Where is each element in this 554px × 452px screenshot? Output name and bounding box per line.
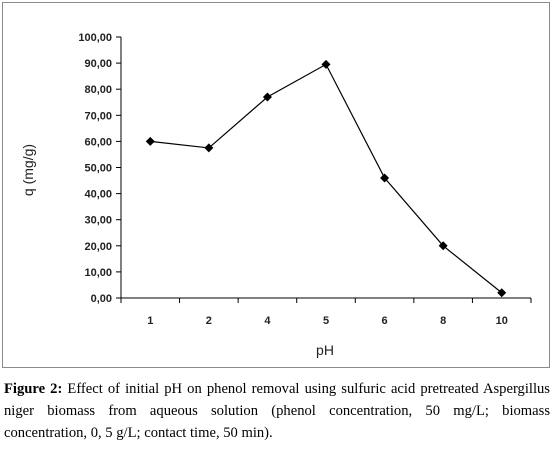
chart-frame: 0,00 10,00 20,00 30,00 40,00 50,00 60,00 70,00 8… — [2, 2, 550, 368]
x-tick-label: 4 — [264, 315, 271, 327]
x-tick-label: 10 — [496, 315, 508, 327]
x-tick-label: 6 — [382, 315, 388, 327]
figure-caption: Figure 2: Effect of initial pH on phenol… — [4, 378, 550, 444]
x-tick-label: 1 — [147, 315, 153, 327]
y-tick-label: 40,00 — [84, 189, 112, 201]
x-tick-label: 5 — [323, 315, 329, 327]
y-tick-label: 20,00 — [84, 241, 112, 253]
data-point-marker — [438, 241, 448, 251]
caption-label: Figure 2: — [4, 381, 63, 397]
y-axis-title: q (mg/g) — [20, 144, 36, 196]
x-axis-title: pH — [316, 342, 334, 358]
data-point-marker — [262, 92, 272, 102]
x-tick-label: 8 — [440, 315, 446, 327]
line-chart: 0,00 10,00 20,00 30,00 40,00 50,00 60,00 70,00 8… — [20, 32, 532, 358]
series-line — [150, 63, 503, 294]
caption-text: Effect of initial pH on phenol removal u… — [4, 381, 550, 441]
y-tick-label: 30,00 — [84, 215, 112, 227]
x-tick-label: 2 — [206, 315, 212, 327]
y-tick-label: 60,00 — [84, 136, 112, 148]
y-tick-label: 80,00 — [84, 84, 112, 96]
data-point-marker — [321, 59, 331, 69]
tick-labels: 0,00 10,00 20,00 30,00 40,00 50,00 60,00 70,00 8… — [78, 32, 507, 327]
y-tick-label: 0,00 — [91, 293, 112, 305]
y-tick-label: 10,00 — [84, 267, 112, 279]
axes — [116, 36, 532, 303]
data-point-marker — [145, 136, 155, 146]
data-point-marker — [380, 173, 390, 183]
data-point-marker — [204, 143, 214, 153]
y-tick-label: 70,00 — [84, 110, 112, 122]
data-point-marker — [497, 288, 507, 298]
series-phenol-removal — [145, 59, 507, 298]
y-tick-label: 90,00 — [84, 58, 112, 70]
y-tick-label: 50,00 — [84, 163, 112, 175]
y-tick-label: 100,00 — [78, 32, 112, 44]
